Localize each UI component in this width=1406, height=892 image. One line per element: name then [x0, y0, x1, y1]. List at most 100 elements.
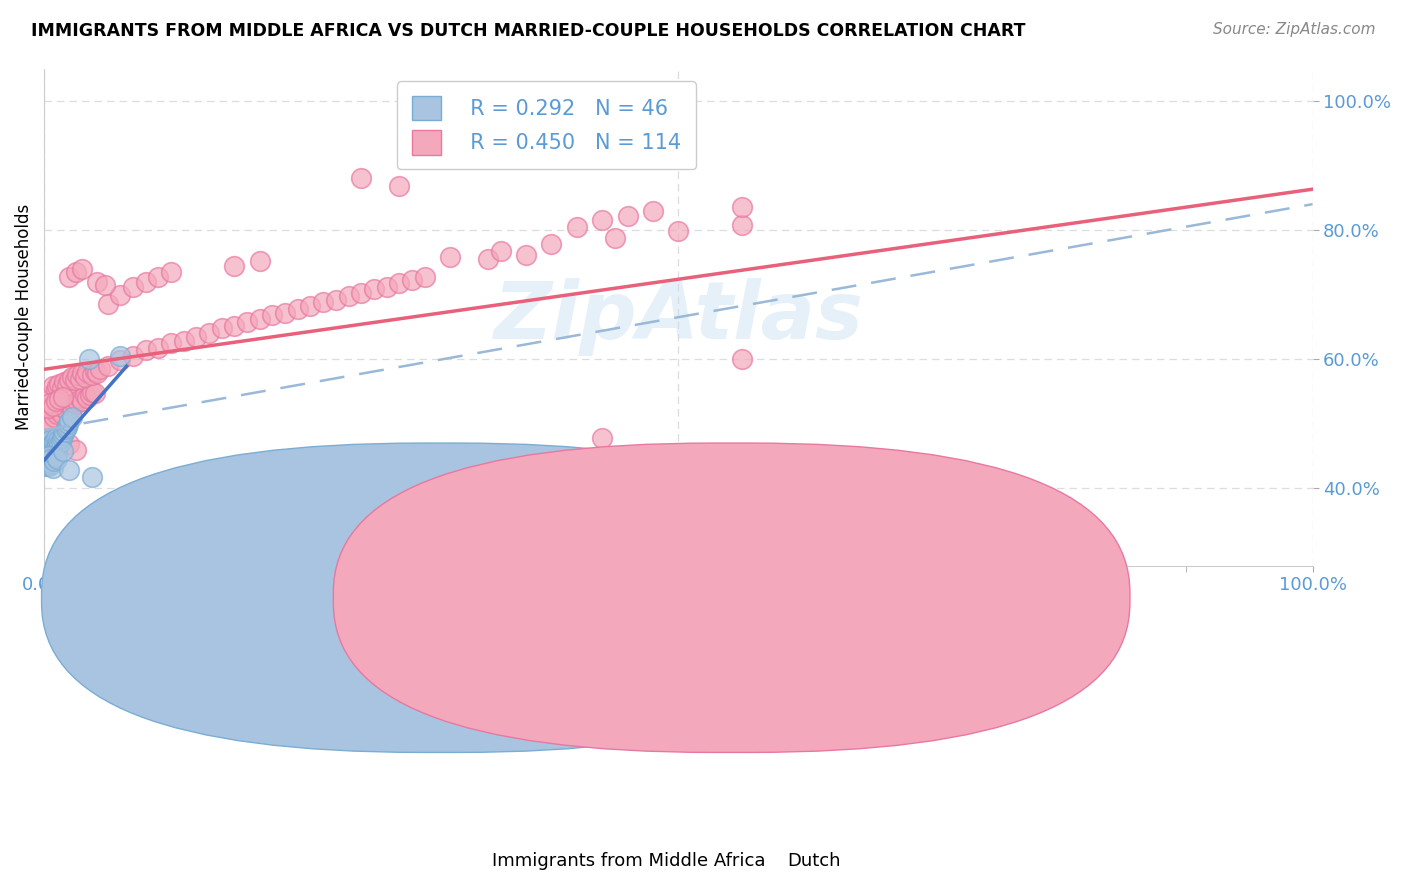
Point	[76, 391, 98, 405]
Point	[73, 370, 96, 384]
Point	[110, 353, 132, 368]
Text: Immigrants from Middle Africa: Immigrants from Middle Africa	[492, 852, 766, 870]
Point	[70, 367, 93, 381]
Point	[69, 371, 91, 385]
Point	[44, 394, 66, 409]
Point	[42, 442, 65, 456]
Point	[58, 413, 80, 427]
Point	[65, 265, 87, 279]
Point	[96, 297, 118, 311]
Point	[337, 289, 360, 303]
Point	[515, 469, 537, 483]
Point	[34, 436, 56, 450]
Point	[641, 203, 664, 218]
Point	[224, 259, 246, 273]
Point	[58, 417, 80, 431]
Point	[160, 265, 183, 279]
Point	[616, 209, 638, 223]
Point	[211, 321, 233, 335]
Point	[565, 219, 588, 234]
Point	[731, 201, 754, 215]
Point	[60, 410, 83, 425]
Point	[83, 364, 105, 378]
Point	[53, 375, 76, 389]
Point	[312, 295, 335, 310]
Point	[82, 384, 104, 399]
Point	[96, 359, 118, 373]
Point	[439, 250, 461, 264]
Point	[186, 329, 208, 343]
Point	[55, 422, 77, 436]
Point	[66, 394, 89, 409]
Point	[350, 286, 373, 301]
Point	[375, 280, 398, 294]
Point	[60, 370, 83, 384]
Point	[45, 379, 67, 393]
Point	[591, 213, 613, 227]
Point	[70, 261, 93, 276]
Point	[858, 491, 880, 505]
Point	[45, 452, 67, 467]
Point	[52, 428, 75, 442]
Text: Dutch: Dutch	[787, 852, 841, 870]
Point	[56, 404, 79, 418]
Point	[89, 362, 111, 376]
Point	[83, 385, 105, 400]
Point	[135, 275, 157, 289]
Point	[299, 299, 322, 313]
Point	[38, 449, 60, 463]
Point	[41, 446, 63, 460]
Point	[666, 519, 689, 533]
Point	[38, 458, 60, 473]
Point	[48, 392, 70, 407]
Point	[48, 376, 70, 391]
Point	[45, 407, 67, 421]
Point	[731, 352, 754, 367]
Point	[41, 437, 63, 451]
Legend:   R = 0.292   N = 46,   R = 0.450   N = 114: R = 0.292 N = 46, R = 0.450 N = 114	[396, 81, 696, 169]
Point	[35, 450, 58, 465]
Point	[46, 433, 69, 447]
Point	[65, 442, 87, 457]
Point	[122, 349, 145, 363]
Point	[63, 373, 86, 387]
Point	[489, 244, 512, 258]
Point	[363, 282, 385, 296]
Point	[48, 404, 70, 418]
Point	[37, 401, 59, 415]
Point	[42, 399, 65, 413]
Point	[401, 273, 423, 287]
Point	[37, 454, 59, 468]
Point	[82, 368, 104, 383]
Point	[44, 454, 66, 468]
Point	[60, 401, 83, 415]
Text: Source: ZipAtlas.com: Source: ZipAtlas.com	[1212, 22, 1375, 37]
Text: IMMIGRANTS FROM MIDDLE AFRICA VS DUTCH MARRIED-COUPLE HOUSEHOLDS CORRELATION CHA: IMMIGRANTS FROM MIDDLE AFRICA VS DUTCH M…	[31, 22, 1025, 40]
Point	[86, 275, 108, 289]
Point	[58, 463, 80, 477]
Point	[236, 315, 259, 329]
Point	[44, 444, 66, 458]
Point	[58, 269, 80, 284]
Point	[38, 413, 60, 427]
Text: ZipAtlas: ZipAtlas	[494, 278, 863, 356]
Point	[148, 269, 170, 284]
Point	[45, 437, 67, 451]
Point	[34, 458, 56, 473]
Point	[388, 276, 411, 290]
Point	[325, 293, 347, 307]
Point	[63, 397, 86, 411]
Point	[44, 434, 66, 449]
Point	[41, 417, 63, 431]
Point	[35, 439, 58, 453]
Point	[34, 452, 56, 467]
Point	[82, 469, 104, 483]
Point	[58, 397, 80, 411]
Point	[48, 437, 70, 451]
Point	[110, 287, 132, 301]
Point	[77, 352, 100, 367]
Point	[76, 365, 98, 379]
Point	[731, 218, 754, 232]
Point	[350, 171, 373, 186]
Point	[52, 390, 75, 404]
